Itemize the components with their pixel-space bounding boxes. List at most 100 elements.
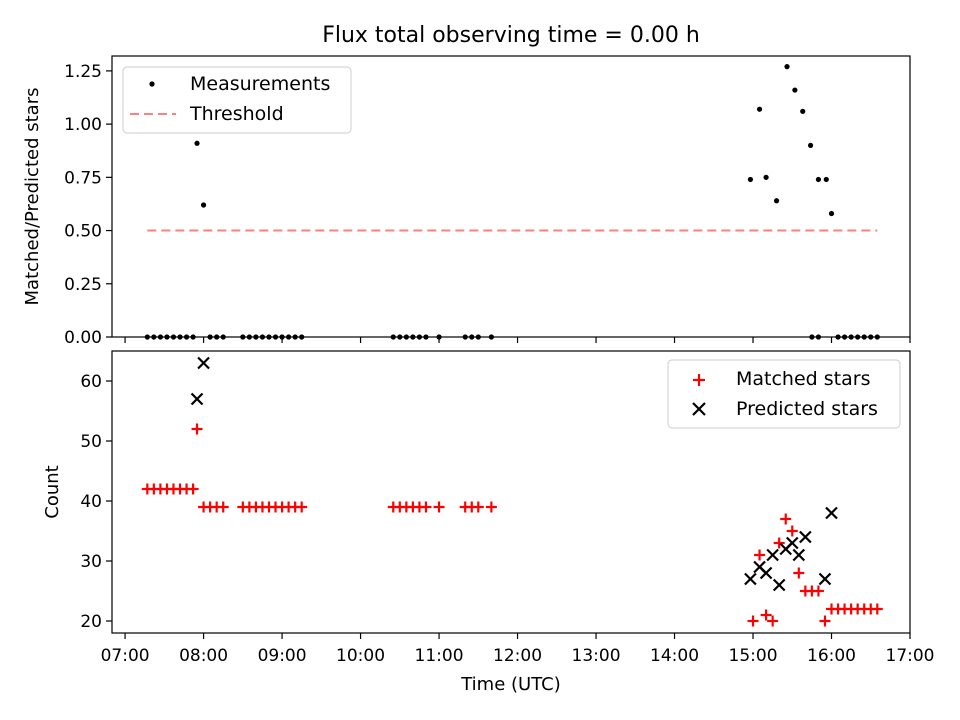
xtick-label: 09:00: [258, 646, 307, 666]
top-ytick-label: 1.25: [64, 62, 102, 82]
measurement-point: [423, 334, 429, 340]
measurement-point: [410, 334, 416, 340]
matched-star-point: [191, 423, 203, 435]
measurement-point: [266, 334, 272, 340]
measurements-legend-marker: [149, 81, 155, 87]
measurement-point: [292, 334, 298, 340]
measurement-point: [183, 334, 190, 340]
matched-star-point: [871, 603, 883, 615]
measurement-point: [792, 87, 798, 93]
matched-star-point: [747, 615, 759, 627]
measurement-point: [773, 198, 780, 204]
predicted-star-point: [785, 536, 799, 550]
measurement-point: [207, 334, 213, 340]
top-ytick-label: 0.25: [64, 275, 102, 295]
predicted-stars-legend-marker: [692, 402, 706, 416]
predicted-star-point: [744, 572, 757, 586]
measurement-point: [194, 140, 200, 146]
predicted-star-point: [799, 530, 812, 544]
top-plot: 0.00 0.25 0.50 0.75 1.00 1.25 Matched/Predict…: [22, 55, 911, 348]
xtick-label: 10:00: [336, 646, 385, 666]
measurement-point: [416, 334, 423, 340]
top-legend-box: [122, 66, 352, 134]
measurement-point: [475, 334, 481, 340]
measurement-point: [756, 106, 763, 112]
measurement-point: [246, 334, 252, 340]
matched-stars-legend-label: Matched stars: [736, 368, 870, 390]
measurement-point: [397, 334, 403, 340]
top-plot-frame: [111, 55, 911, 338]
measurement-point: [823, 176, 829, 183]
measurement-point: [279, 334, 285, 340]
xtick-label: 08:00: [179, 646, 228, 666]
matched-star-point: [767, 615, 779, 627]
predicted-star-point: [825, 506, 838, 520]
measurement-point: [157, 334, 164, 340]
bottom-legend: Matched stars Predicted stars: [667, 359, 901, 429]
measurement-point: [177, 334, 183, 340]
measurement-point: [828, 210, 835, 217]
bottom-plot: 20 30 40 50 60 07:00 08:00 09:00 10:00 11:00 12:0…: [42, 350, 935, 695]
bottom-legend-box: [667, 359, 901, 429]
measurement-point: [190, 334, 196, 340]
measurement-point: [841, 334, 848, 340]
top-chart-title: Flux total observing time = 0.00 h: [322, 23, 700, 48]
bottom-ytick-label: 60: [80, 372, 102, 392]
measurement-point: [848, 334, 854, 340]
measurement-point: [259, 334, 266, 340]
measurement-point: [436, 334, 442, 340]
bottom-y-axis-label: Count: [42, 465, 63, 518]
predicted-stars-legend-label: Predicted stars: [736, 398, 878, 420]
matched-star-point: [773, 537, 785, 549]
top-ytick-label: 1.00: [64, 115, 102, 135]
measurement-point: [747, 176, 754, 183]
measurement-point: [835, 334, 841, 340]
bottom-ytick-label: 20: [80, 612, 102, 632]
measurement-point: [240, 334, 246, 340]
measurement-point: [170, 334, 177, 340]
threshold-legend-label: Threshold: [189, 103, 284, 125]
measurement-point: [253, 334, 259, 340]
measurement-point: [807, 142, 814, 149]
x-axis-label: Time (UTC): [460, 674, 561, 695]
bottom-ytick-label: 30: [80, 552, 102, 572]
matched-star-point: [754, 549, 766, 561]
measurement-point: [144, 334, 150, 340]
measurement-point: [164, 334, 170, 340]
top-y-axis-label: Matched/Predicted stars: [22, 88, 43, 306]
measurement-point: [488, 334, 494, 340]
predicted-star-point: [792, 548, 806, 562]
predicted-star-point: [759, 566, 773, 580]
bottom-ytick-label: 40: [80, 492, 102, 512]
matched-stars-legend-marker: [693, 374, 705, 386]
matched-star-point: [472, 501, 484, 513]
measurement-point: [815, 334, 822, 340]
measurement-point: [809, 334, 815, 340]
xtick-label: 15:00: [729, 646, 778, 666]
matched-star-point: [420, 501, 432, 513]
matched-star-point: [780, 513, 792, 525]
matched-star-point: [793, 567, 805, 579]
matched-star-point: [812, 585, 824, 597]
matched-star-point: [786, 525, 798, 537]
measurement-point: [286, 334, 292, 340]
xtick-label: 07:00: [101, 646, 150, 666]
measurement-point: [462, 334, 468, 340]
top-ytick-label: 0.50: [64, 222, 102, 242]
xtick-label: 16:00: [807, 646, 856, 666]
measurement-point: [299, 334, 305, 340]
measurement-point: [220, 334, 226, 340]
measurement-point: [469, 334, 475, 340]
xtick-label: 13:00: [572, 646, 621, 666]
top-ytick-label: 0.00: [64, 328, 102, 348]
xtick-label: 14:00: [650, 646, 699, 666]
matched-star-point: [296, 501, 308, 513]
measurement-point: [874, 334, 880, 340]
xtick-label: 11:00: [415, 646, 464, 666]
top-ytick-label: 0.75: [64, 168, 102, 188]
measurement-point: [272, 334, 279, 340]
predicted-star-point: [818, 572, 832, 586]
measurement-point: [151, 334, 157, 340]
matched-star-point: [760, 609, 772, 621]
